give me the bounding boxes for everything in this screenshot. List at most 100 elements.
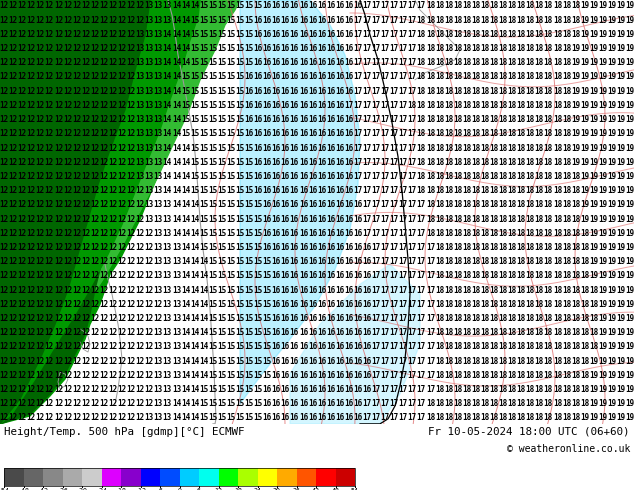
Text: 12: 12 (45, 399, 54, 408)
Text: 13: 13 (153, 399, 163, 408)
Text: 17: 17 (408, 314, 417, 323)
Text: 18: 18 (562, 399, 571, 408)
Text: 18: 18 (562, 101, 571, 110)
Text: 16: 16 (290, 371, 299, 380)
Text: 16: 16 (326, 115, 335, 124)
Text: 18: 18 (507, 144, 517, 152)
Text: 12: 12 (0, 414, 9, 422)
Text: 12: 12 (18, 328, 27, 337)
Text: 12: 12 (81, 186, 90, 195)
Text: 12: 12 (18, 144, 27, 152)
Text: 16: 16 (244, 73, 254, 81)
Text: 19: 19 (616, 328, 626, 337)
Text: 19: 19 (589, 257, 598, 266)
Text: 15: 15 (217, 73, 226, 81)
Text: 12: 12 (36, 186, 45, 195)
Text: 12: 12 (117, 200, 127, 209)
Text: 12: 12 (45, 73, 54, 81)
Bar (63, 467, 82, 486)
Text: 19: 19 (598, 257, 607, 266)
Text: 18: 18 (426, 229, 435, 238)
Text: 19: 19 (607, 44, 616, 53)
Text: 15: 15 (244, 399, 254, 408)
Text: 16: 16 (281, 286, 290, 294)
Text: 16: 16 (262, 215, 272, 223)
Text: 16: 16 (335, 73, 344, 81)
Text: 16: 16 (335, 44, 344, 53)
Text: 18: 18 (534, 371, 544, 380)
Text: 36: 36 (292, 488, 301, 490)
Text: 18: 18 (498, 328, 508, 337)
Text: 18: 18 (517, 229, 526, 238)
Text: 18: 18 (471, 30, 481, 39)
Text: 17: 17 (408, 328, 417, 337)
Text: 18: 18 (471, 399, 481, 408)
Text: 16: 16 (271, 371, 281, 380)
Text: 17: 17 (353, 16, 363, 24)
Text: 17: 17 (362, 414, 372, 422)
Text: 12: 12 (81, 1, 90, 10)
Text: 12: 12 (0, 314, 9, 323)
Text: 16: 16 (262, 16, 272, 24)
Text: 15: 15 (208, 300, 217, 309)
Text: 18: 18 (526, 129, 535, 138)
Text: 12: 12 (99, 385, 108, 394)
Text: 12: 12 (45, 271, 54, 280)
Text: 12: 12 (36, 300, 45, 309)
Text: 16: 16 (344, 144, 353, 152)
Text: 12: 12 (81, 172, 90, 181)
Text: 17: 17 (380, 73, 390, 81)
Text: 16: 16 (326, 101, 335, 110)
Text: 12: 12 (45, 314, 54, 323)
Text: 19: 19 (598, 44, 607, 53)
Text: 18: 18 (489, 385, 498, 394)
Text: 18: 18 (526, 1, 535, 10)
Text: 12: 12 (72, 30, 81, 39)
Text: 16: 16 (254, 30, 262, 39)
Text: 18: 18 (417, 186, 426, 195)
Text: 18: 18 (562, 16, 571, 24)
Text: 12: 12 (90, 200, 100, 209)
Text: 16: 16 (362, 271, 372, 280)
Text: 16: 16 (317, 58, 326, 67)
Text: 12: 12 (36, 73, 45, 81)
Text: 18: 18 (526, 73, 535, 81)
Text: 15: 15 (226, 371, 235, 380)
Text: 17: 17 (417, 328, 426, 337)
Text: 18: 18 (526, 158, 535, 167)
Text: 17: 17 (399, 300, 408, 309)
Text: 13: 13 (153, 16, 163, 24)
Text: 16: 16 (299, 87, 308, 96)
Text: 17: 17 (399, 144, 408, 152)
Text: 16: 16 (335, 243, 344, 252)
Text: 16: 16 (281, 186, 290, 195)
Text: 15: 15 (208, 186, 217, 195)
Text: 12: 12 (36, 200, 45, 209)
Text: 12: 12 (108, 172, 117, 181)
Text: 13: 13 (172, 271, 181, 280)
Text: 19: 19 (571, 129, 580, 138)
Text: 12: 12 (99, 101, 108, 110)
Text: 17: 17 (380, 200, 390, 209)
Text: 16: 16 (335, 257, 344, 266)
Text: 12: 12 (145, 328, 154, 337)
Text: 16: 16 (344, 87, 353, 96)
Text: 17: 17 (362, 73, 372, 81)
Text: 15: 15 (226, 314, 235, 323)
Text: 15: 15 (208, 399, 217, 408)
Text: 16: 16 (344, 286, 353, 294)
Text: 19: 19 (625, 158, 634, 167)
Text: 18: 18 (444, 300, 453, 309)
Text: 12: 12 (117, 1, 127, 10)
Text: 12: 12 (63, 286, 72, 294)
Text: 13: 13 (153, 129, 163, 138)
Text: 14: 14 (172, 30, 181, 39)
Text: 18: 18 (507, 286, 517, 294)
Text: 16: 16 (262, 87, 272, 96)
Text: 18: 18 (507, 385, 517, 394)
Text: 16: 16 (290, 186, 299, 195)
Text: 15: 15 (217, 399, 226, 408)
Text: 12: 12 (27, 44, 36, 53)
Text: 18: 18 (453, 158, 462, 167)
Text: 12: 12 (81, 314, 90, 323)
